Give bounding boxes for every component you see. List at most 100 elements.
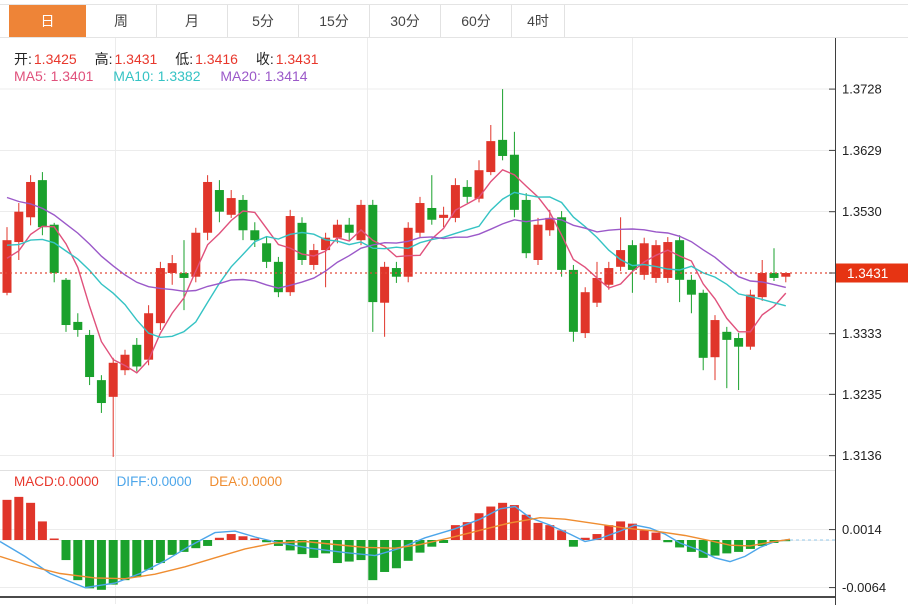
macd-bar xyxy=(450,525,460,540)
candle-body xyxy=(474,170,484,199)
candle-body xyxy=(734,338,744,347)
candle-body xyxy=(273,261,283,293)
macd-bar xyxy=(521,514,531,540)
close-value: 收: 1.3431 xyxy=(255,51,319,67)
macd-bar xyxy=(155,540,165,564)
candle-body xyxy=(757,273,767,298)
candle-body xyxy=(61,279,71,326)
candle-body xyxy=(356,204,366,241)
candle-body xyxy=(108,362,118,397)
tab-15min[interactable]: 15分 xyxy=(299,5,370,37)
candle-body xyxy=(498,139,508,156)
candle-body xyxy=(167,263,177,273)
macd-bar xyxy=(592,534,602,540)
macd-bar xyxy=(191,540,201,549)
candle-body xyxy=(14,211,24,243)
candle-body xyxy=(604,268,614,285)
macd-bar xyxy=(250,538,260,540)
tab-30min[interactable]: 30分 xyxy=(370,5,441,37)
price-tick-label: 1.3136 xyxy=(842,448,882,463)
macd-bar xyxy=(120,540,130,581)
macd-bar xyxy=(14,496,24,540)
diff-line xyxy=(0,505,791,589)
candle-body xyxy=(403,227,413,277)
macd-legend: MACD:0.0000 DIFF:0.0000 DEA:0.0000 xyxy=(14,474,296,489)
macd-bar xyxy=(85,540,95,589)
candle-body xyxy=(509,154,519,210)
tab-5min[interactable]: 5分 xyxy=(228,5,299,37)
macd-bar xyxy=(403,540,413,561)
tab-60min[interactable]: 60分 xyxy=(441,5,512,37)
macd-bar xyxy=(722,540,732,554)
candle-body xyxy=(380,266,390,303)
macd-bar xyxy=(321,540,331,554)
candle-body xyxy=(297,222,307,260)
macd-bar xyxy=(356,540,366,561)
macd-bar xyxy=(380,540,390,572)
macd-bar xyxy=(132,540,142,578)
macd-bar xyxy=(663,540,673,543)
macd-bar xyxy=(698,540,708,558)
macd-bar xyxy=(203,540,213,546)
macd-bar xyxy=(179,540,189,552)
macd-bar xyxy=(474,513,484,540)
period-tabbar: 日 周 月 5分 15分 30分 60分 4时 xyxy=(0,4,908,38)
price-tick-label: 1.3333 xyxy=(842,326,882,341)
macd-tick-label: 0.0014 xyxy=(842,522,882,537)
macd-bar xyxy=(675,540,685,548)
macd-bar xyxy=(415,540,425,553)
macd-bar xyxy=(533,522,543,540)
macd-bar xyxy=(498,502,508,540)
macd-bar xyxy=(545,525,555,540)
candle-body xyxy=(533,224,543,260)
candle-body xyxy=(557,217,567,270)
candle-body xyxy=(651,245,661,278)
candle-body xyxy=(639,243,649,275)
candle-body xyxy=(427,207,437,220)
macd-bar xyxy=(108,540,118,585)
macd-bar xyxy=(344,540,354,562)
candle-body xyxy=(545,217,555,231)
candle-body xyxy=(332,224,342,238)
macd-panel xyxy=(0,496,835,590)
candle-body xyxy=(285,216,295,293)
candle-body xyxy=(179,273,189,278)
macd-bar xyxy=(37,521,47,540)
candle-body xyxy=(722,331,732,340)
macd-bar xyxy=(368,540,378,581)
candle-body xyxy=(37,180,47,228)
macd-bar xyxy=(710,540,720,556)
tab-day[interactable]: 日 xyxy=(9,5,86,37)
candle-body xyxy=(49,224,59,273)
candle-body xyxy=(203,181,213,233)
candle-body xyxy=(745,294,755,347)
candle-body xyxy=(592,277,602,303)
diff-value: DIFF:0.0000 xyxy=(116,474,192,489)
macd-bar xyxy=(627,523,637,540)
macd-bar xyxy=(391,540,401,569)
candle-body xyxy=(226,198,236,215)
tab-week[interactable]: 周 xyxy=(86,5,157,37)
macd-bar xyxy=(167,540,177,555)
candle-body xyxy=(191,232,201,277)
macd-bar xyxy=(96,540,106,590)
macd-bar xyxy=(439,540,449,543)
candle-body xyxy=(450,185,460,218)
price-tick-label: 1.3629 xyxy=(842,143,882,158)
candle-body xyxy=(214,190,224,212)
macd-bar xyxy=(604,525,614,540)
candle-body xyxy=(462,186,472,197)
tab-month[interactable]: 月 xyxy=(157,5,228,37)
candle-body xyxy=(415,203,425,233)
macd-bar xyxy=(686,540,696,552)
candle-body xyxy=(344,224,354,233)
macd-value: MACD:0.0000 xyxy=(14,474,99,489)
candle-body xyxy=(521,199,531,254)
dea-value: DEA:0.0000 xyxy=(209,474,283,489)
candle-body xyxy=(781,273,791,277)
tab-4hour[interactable]: 4时 xyxy=(512,5,565,37)
macd-bar xyxy=(262,540,272,543)
ma5-value: MA5: 1.3401 xyxy=(14,68,94,84)
